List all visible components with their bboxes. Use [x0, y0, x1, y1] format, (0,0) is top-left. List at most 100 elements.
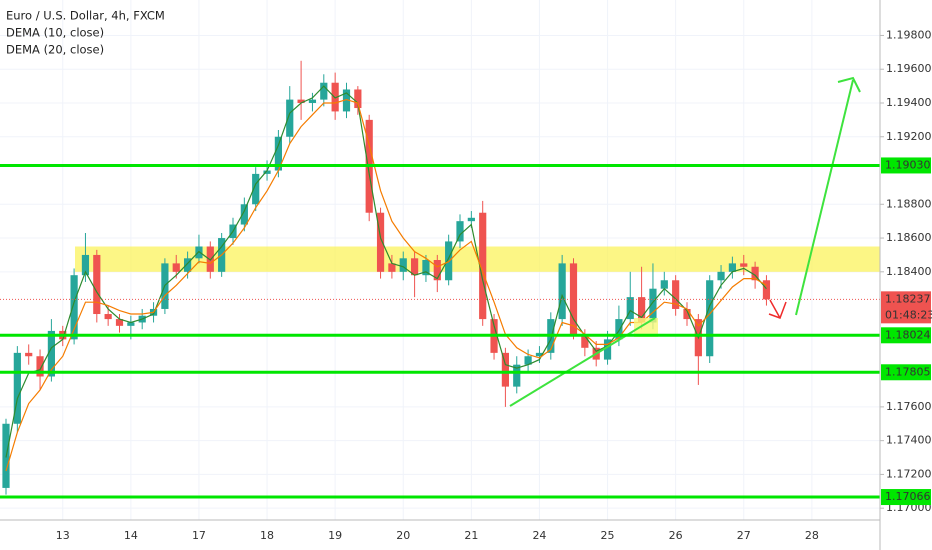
- candle-body: [638, 297, 646, 323]
- x-tick-label: 18: [260, 529, 274, 542]
- candle-body: [717, 271, 725, 281]
- y-tick-label: 1.18400: [886, 265, 932, 278]
- candle-body: [728, 263, 736, 272]
- candle-body: [581, 334, 589, 348]
- level-label-bg: [881, 364, 931, 381]
- arrow-down-head: [768, 301, 787, 319]
- y-tick-label: 1.17600: [886, 400, 932, 413]
- candle-body: [263, 170, 271, 174]
- candle-body: [501, 352, 509, 387]
- countdown-label: 01:48:23: [885, 308, 932, 321]
- candle-body: [25, 352, 33, 357]
- x-tick-label: 27: [737, 529, 751, 542]
- y-tick-label: 1.18600: [886, 231, 932, 244]
- highlight-box: [634, 318, 658, 337]
- y-tick-label: 1.19600: [886, 62, 932, 75]
- y-tick-label: 1.18800: [886, 197, 932, 210]
- candle-body: [456, 221, 464, 242]
- candle-body: [104, 314, 112, 320]
- y-tick-label: 1.19800: [886, 28, 932, 41]
- candle-body: [751, 266, 759, 281]
- y-tick-label: 1.17200: [886, 467, 932, 480]
- legend-entry: DEMA (10, close): [6, 26, 104, 40]
- candle-body: [513, 364, 521, 387]
- candle-body: [376, 212, 385, 272]
- last-price-label: 1.18237: [885, 292, 931, 305]
- candle-body: [81, 254, 90, 276]
- candle-body: [47, 330, 55, 377]
- candle-body: [184, 258, 192, 272]
- candle-body: [433, 260, 441, 281]
- candle-body: [411, 258, 419, 276]
- level-label: 1.18024: [885, 328, 931, 341]
- x-tick-label: 17: [192, 529, 206, 542]
- x-tick-label: 26: [669, 529, 683, 542]
- candle-body: [331, 82, 339, 112]
- x-tick-label: 13: [56, 529, 70, 542]
- arrow-down: [769, 299, 781, 319]
- candle-body: [672, 280, 680, 309]
- candle-body: [626, 297, 634, 320]
- candle-body: [569, 263, 578, 335]
- candle-body: [13, 352, 21, 424]
- candle-body: [308, 99, 317, 103]
- last-price-bg: [881, 291, 931, 324]
- x-tick-label: 28: [805, 529, 819, 542]
- candle-body: [603, 339, 612, 360]
- level-label: 1.19030: [885, 158, 931, 171]
- candle-body: [342, 89, 351, 112]
- candle-body: [558, 263, 566, 320]
- x-tick-label: 19: [328, 529, 342, 542]
- arrow-up: [795, 79, 854, 316]
- candle-body: [740, 263, 748, 267]
- arrow-up-head: [837, 76, 861, 93]
- trend-line: [509, 317, 656, 407]
- candle-body: [354, 89, 362, 109]
- y-tick-label: 1.19200: [886, 130, 932, 143]
- dema-line: [5, 85, 767, 458]
- candle-body: [93, 254, 101, 315]
- level-label-bg: [881, 489, 931, 506]
- candle-body: [615, 319, 623, 340]
- candle-body: [274, 136, 282, 171]
- candle-body: [422, 260, 430, 276]
- candle-body: [479, 212, 487, 320]
- level-label: 1.17066: [885, 490, 931, 503]
- candle-body: [683, 308, 691, 320]
- y-tick-label: 1.19400: [886, 96, 932, 109]
- candle-body: [172, 263, 180, 272]
- candle-body: [36, 356, 44, 377]
- candle-body: [467, 217, 475, 222]
- candle-body: [297, 99, 305, 103]
- candle-body: [286, 99, 294, 137]
- candle-body: [524, 356, 532, 365]
- candle-body: [535, 352, 544, 357]
- candle-body: [706, 280, 714, 357]
- candle-body: [388, 263, 396, 272]
- legend-entry: DEMA (20, close): [6, 43, 104, 57]
- candle-body: [70, 275, 78, 340]
- x-tick-label: 21: [464, 529, 478, 542]
- x-tick-label: 20: [396, 529, 410, 542]
- candle-body: [762, 280, 771, 300]
- candle-body: [660, 280, 668, 289]
- chart-title: Euro / U.S. Dollar, 4h, FXCM: [6, 9, 165, 23]
- axes: 1.19800 1.19600 1.19400 1.19200 1.18800 1.186…: [56, 28, 932, 542]
- candle-body: [399, 258, 407, 272]
- x-tick-label: 14: [124, 529, 138, 542]
- levels: [0, 163, 880, 499]
- candle-body: [649, 288, 657, 323]
- candle-body: [115, 319, 124, 326]
- level-label-bg: [881, 327, 931, 344]
- x-tick-label: 24: [532, 529, 546, 542]
- level-label-bg: [881, 157, 931, 174]
- candle-body: [127, 322, 135, 326]
- candle-body: [320, 82, 328, 100]
- candle-body: [252, 173, 260, 205]
- x-tick-label: 25: [601, 529, 615, 542]
- level-label: 1.17805: [885, 365, 931, 378]
- y-tick-label: 1.17400: [886, 434, 932, 447]
- drawings: [509, 76, 861, 407]
